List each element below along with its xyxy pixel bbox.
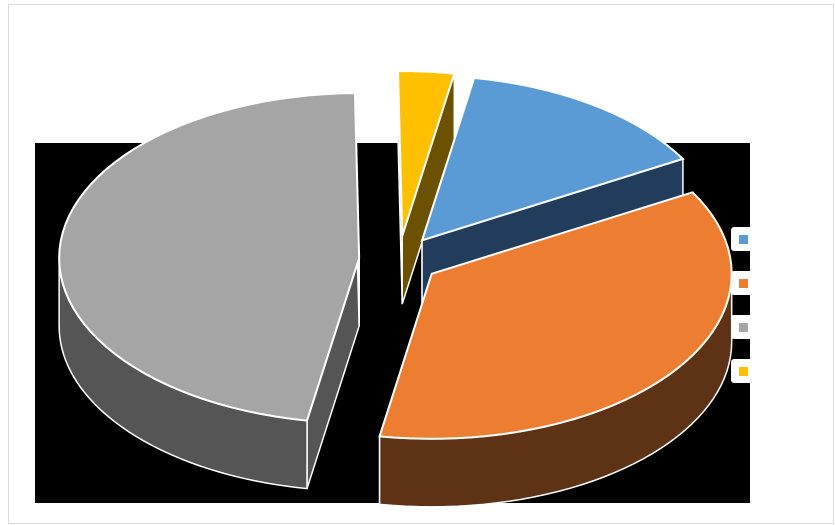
pie-tops [58,70,733,440]
legend-swatch-1 [738,234,748,244]
pie-slice-1 [420,76,685,242]
legend-item-4 [731,359,755,383]
pie-sides [58,71,733,508]
legend-swatch-2 [738,278,748,288]
legend-swatch-4 [738,366,748,376]
chart-frame [8,4,834,524]
pie-chart [35,70,750,508]
legend-item-1 [731,227,755,251]
legend [731,227,757,403]
pie-slice-2 [378,191,733,440]
pie-slice-3 [58,92,361,422]
legend-item-2 [731,271,755,295]
legend-item-3 [731,315,755,339]
legend-swatch-3 [738,322,748,332]
pie-slice-4 [396,70,456,237]
